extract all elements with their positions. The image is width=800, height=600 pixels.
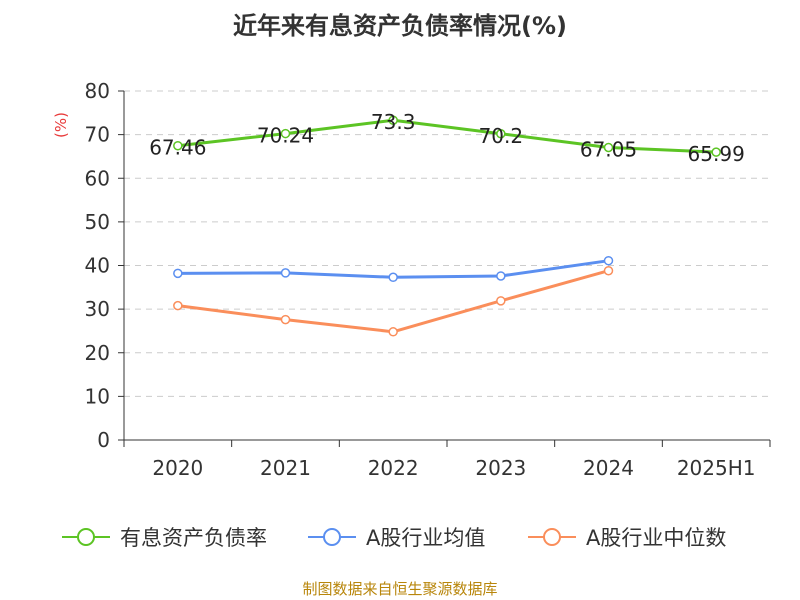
y-tick-label: 50 [85, 210, 110, 234]
data-point [388, 327, 398, 337]
y-axis-label: (%) [52, 112, 70, 138]
data-point [388, 272, 398, 283]
legend-marker-3 [543, 528, 561, 546]
y-tick-label: 0 [97, 428, 110, 452]
series-line-1 [177, 118, 717, 154]
data-point [603, 255, 614, 266]
data-point [280, 314, 291, 325]
source-note: 制图数据来自恒生聚源数据库 [302, 580, 498, 598]
data-label: 70.24 [257, 124, 314, 148]
x-tick-label: 2022 [368, 456, 419, 480]
x-tick-label: 2021 [260, 456, 311, 480]
data-point [603, 265, 614, 276]
data-point [173, 140, 183, 151]
data-label: 70.2 [479, 124, 524, 148]
x-tick-label: 2025H1 [677, 456, 756, 480]
x-tick-label: 2024 [583, 456, 634, 480]
data-point [496, 296, 506, 306]
data-label: 67.05 [580, 137, 637, 161]
y-tick-label: 70 [85, 123, 110, 147]
data-point [280, 268, 291, 278]
data-label: 73.3 [371, 110, 416, 134]
y-tick-label: 80 [85, 79, 110, 103]
y-tick-label: 10 [85, 384, 110, 408]
legend-marker-2 [323, 528, 341, 546]
legend-label-1: 有息资产负债率 [120, 526, 267, 550]
data-point [496, 129, 506, 139]
legend-label-2: A股行业均值 [366, 526, 485, 550]
data-point [280, 128, 291, 139]
x-tick-label: 2023 [475, 456, 526, 480]
legend-label-3: A股行业中位数 [586, 526, 726, 550]
data-point [496, 271, 506, 281]
data-label: 65.99 [688, 142, 745, 166]
y-tick-label: 60 [85, 166, 110, 190]
data-point [711, 147, 721, 157]
legend-marker-1 [77, 528, 95, 546]
x-tick-label: 2020 [152, 456, 203, 480]
data-label: 67.46 [149, 136, 206, 160]
data-point [388, 115, 398, 125]
data-point [173, 268, 183, 279]
y-tick-label: 30 [85, 297, 110, 321]
y-tick-label: 40 [85, 254, 110, 278]
chart-title: 近年来有息资产负债率情况(%) [233, 12, 567, 40]
data-point [603, 142, 614, 153]
data-point [173, 300, 183, 311]
y-tick-label: 20 [85, 341, 110, 365]
